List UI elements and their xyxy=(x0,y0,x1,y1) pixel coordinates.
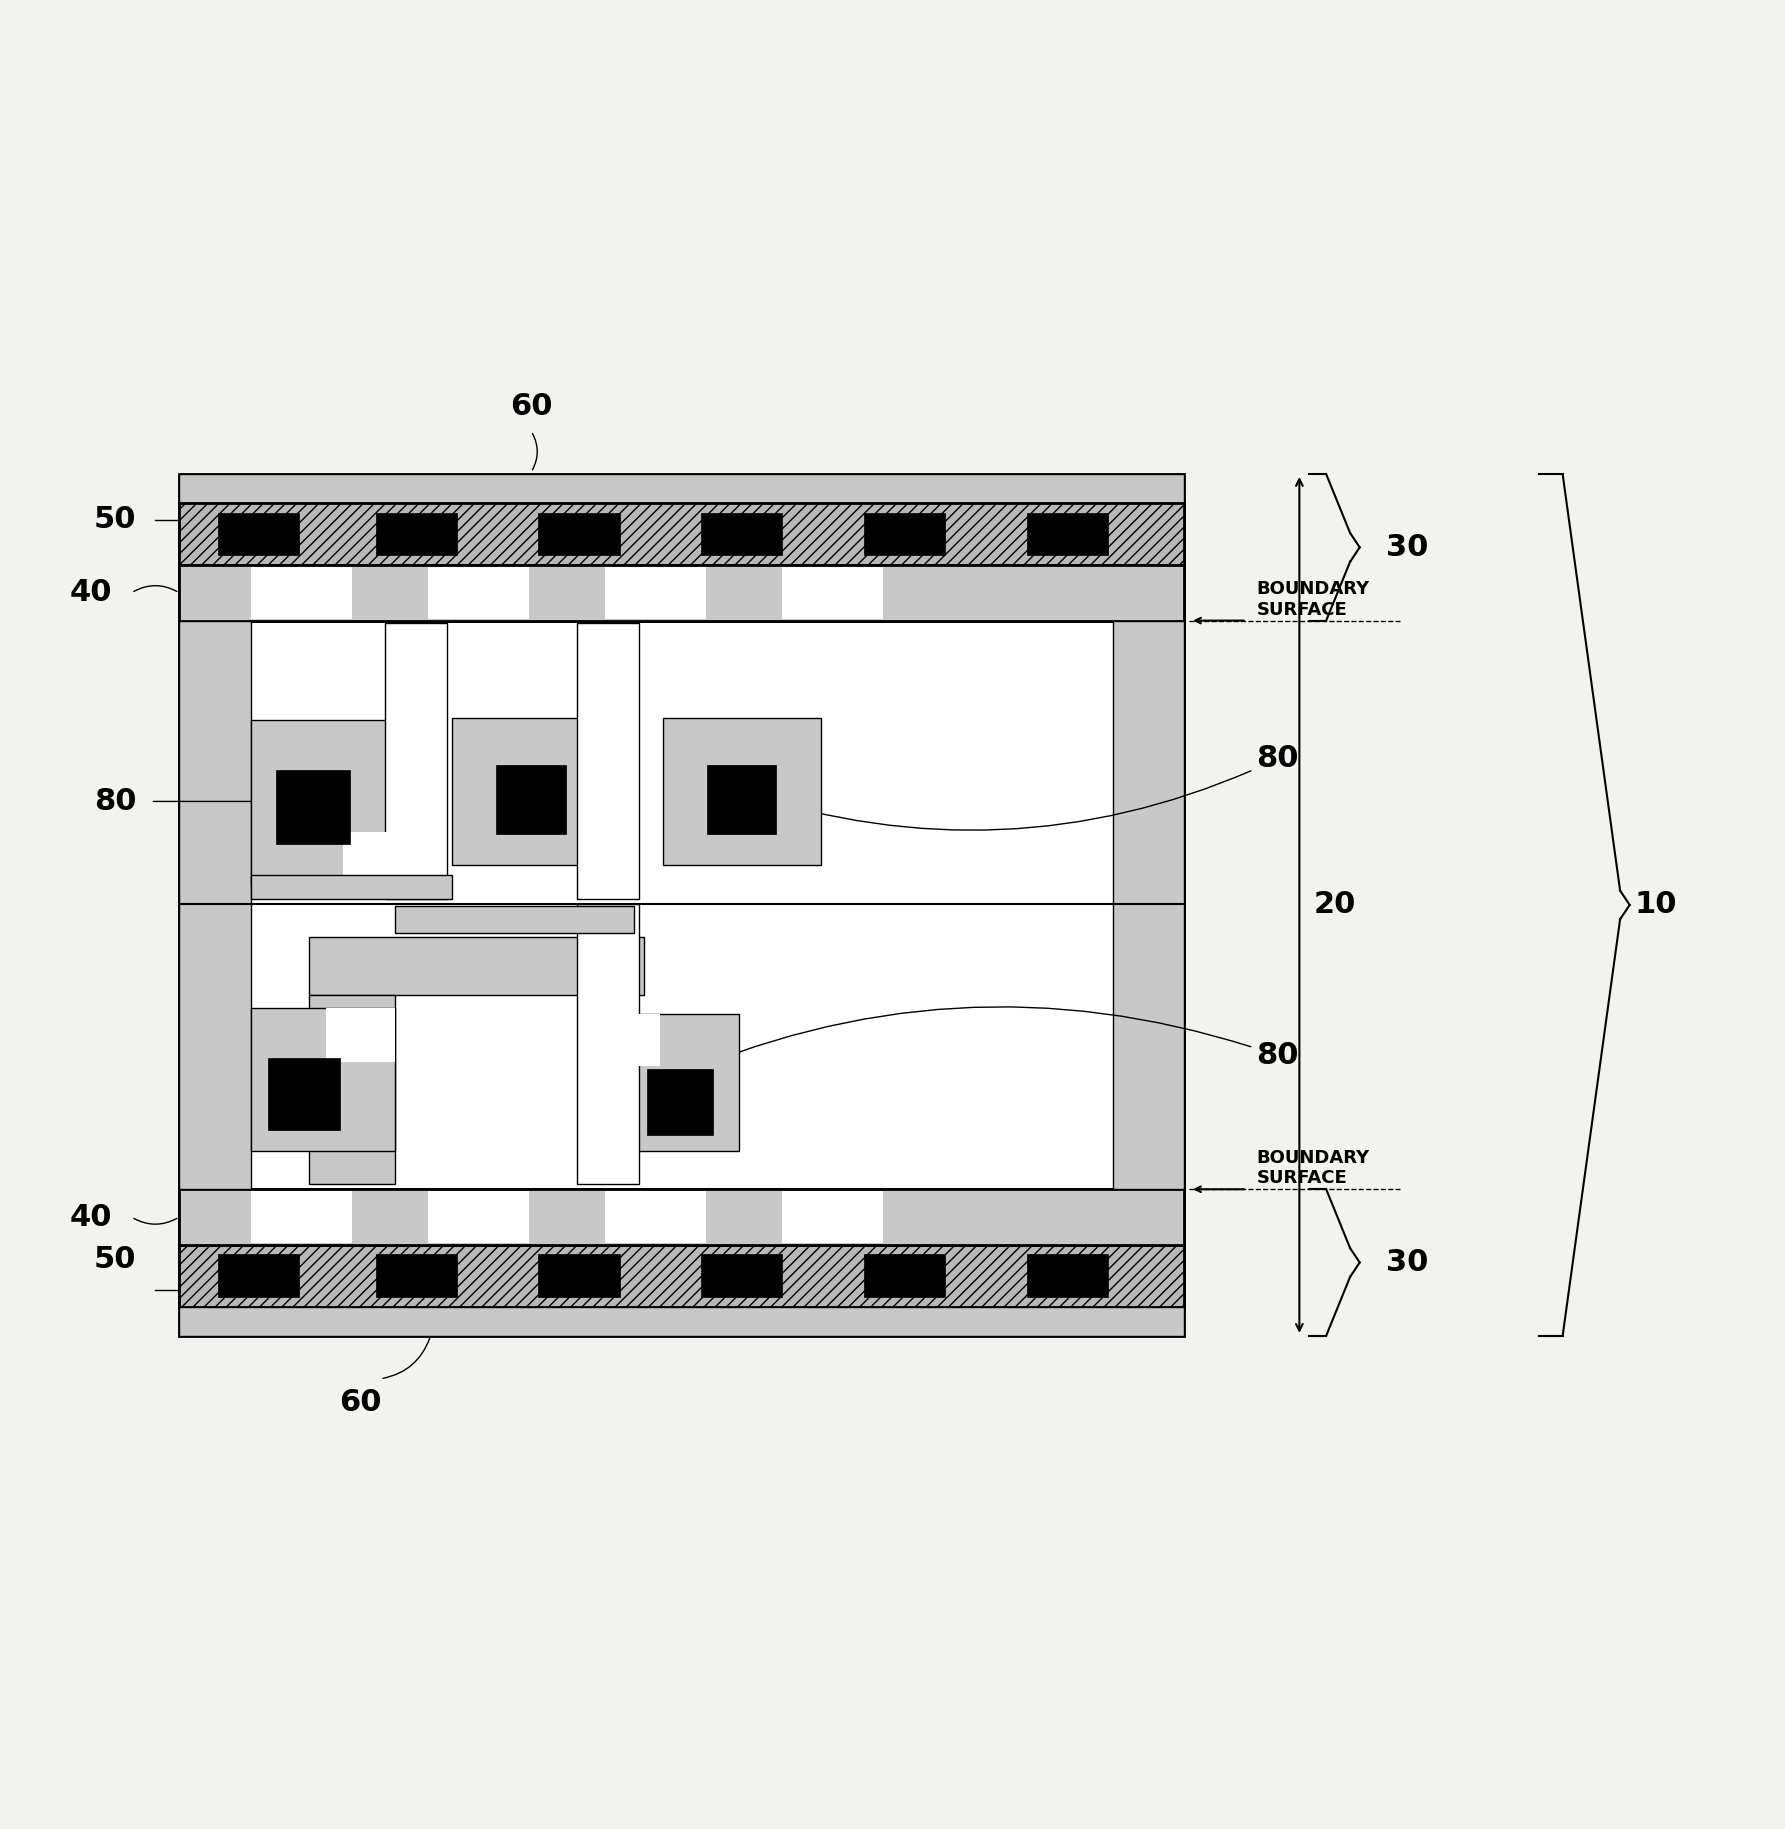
Text: 30: 30 xyxy=(1385,532,1428,562)
Bar xyxy=(539,1255,619,1297)
Text: 40: 40 xyxy=(70,1202,112,1231)
Bar xyxy=(394,905,634,933)
Bar xyxy=(428,1191,528,1244)
Bar xyxy=(386,622,448,900)
Bar xyxy=(178,474,1185,503)
Text: 80: 80 xyxy=(744,744,1299,830)
Bar xyxy=(782,567,884,618)
Text: 10: 10 xyxy=(1635,891,1676,920)
Text: 60: 60 xyxy=(511,393,552,421)
Text: 30: 30 xyxy=(1385,1247,1428,1277)
Bar xyxy=(864,512,944,556)
Bar xyxy=(864,1255,944,1297)
Text: 80: 80 xyxy=(93,786,136,816)
Bar xyxy=(252,874,452,900)
Bar xyxy=(577,904,639,1185)
Bar xyxy=(252,567,352,618)
Bar xyxy=(577,622,639,900)
Bar xyxy=(539,512,619,556)
Bar xyxy=(662,719,821,865)
Bar xyxy=(309,936,644,995)
Bar xyxy=(1026,1255,1108,1297)
Text: 40: 40 xyxy=(70,578,112,607)
Bar xyxy=(496,765,566,834)
Bar xyxy=(325,1008,394,1063)
Bar xyxy=(343,832,419,885)
Bar xyxy=(452,719,610,865)
Bar xyxy=(178,1306,1185,1335)
Bar xyxy=(252,1191,352,1244)
Bar xyxy=(585,1013,739,1150)
Bar xyxy=(782,1191,884,1244)
Bar xyxy=(218,512,298,556)
Bar xyxy=(178,620,1185,1189)
Bar xyxy=(178,620,252,1189)
Bar xyxy=(702,1255,782,1297)
Text: 50: 50 xyxy=(93,505,136,534)
Bar xyxy=(375,1255,457,1297)
Bar xyxy=(702,512,782,556)
Bar xyxy=(178,565,1185,620)
Bar xyxy=(1026,512,1108,556)
Bar xyxy=(707,765,776,834)
Bar xyxy=(178,474,1185,1335)
Text: 20: 20 xyxy=(1314,891,1357,920)
Bar xyxy=(252,1008,394,1150)
Bar xyxy=(605,567,705,618)
Bar xyxy=(1112,620,1185,1189)
Text: BOUNDARY
SURFACE: BOUNDARY SURFACE xyxy=(1257,1149,1369,1187)
Text: 50: 50 xyxy=(93,1246,136,1273)
Bar xyxy=(428,567,528,618)
Bar xyxy=(309,995,394,1185)
Bar xyxy=(277,770,350,843)
Bar xyxy=(648,1068,712,1134)
Text: 60: 60 xyxy=(339,1388,382,1417)
Bar xyxy=(178,1189,1185,1246)
Bar xyxy=(178,1246,1185,1306)
Text: BOUNDARY
SURFACE: BOUNDARY SURFACE xyxy=(1257,580,1369,618)
Bar xyxy=(252,721,419,885)
Bar xyxy=(605,1191,705,1244)
Bar xyxy=(178,503,1185,565)
Bar xyxy=(375,512,457,556)
Bar xyxy=(218,1255,298,1297)
Text: 80: 80 xyxy=(666,1006,1299,1081)
Bar xyxy=(585,1013,660,1066)
Bar xyxy=(268,1059,339,1130)
